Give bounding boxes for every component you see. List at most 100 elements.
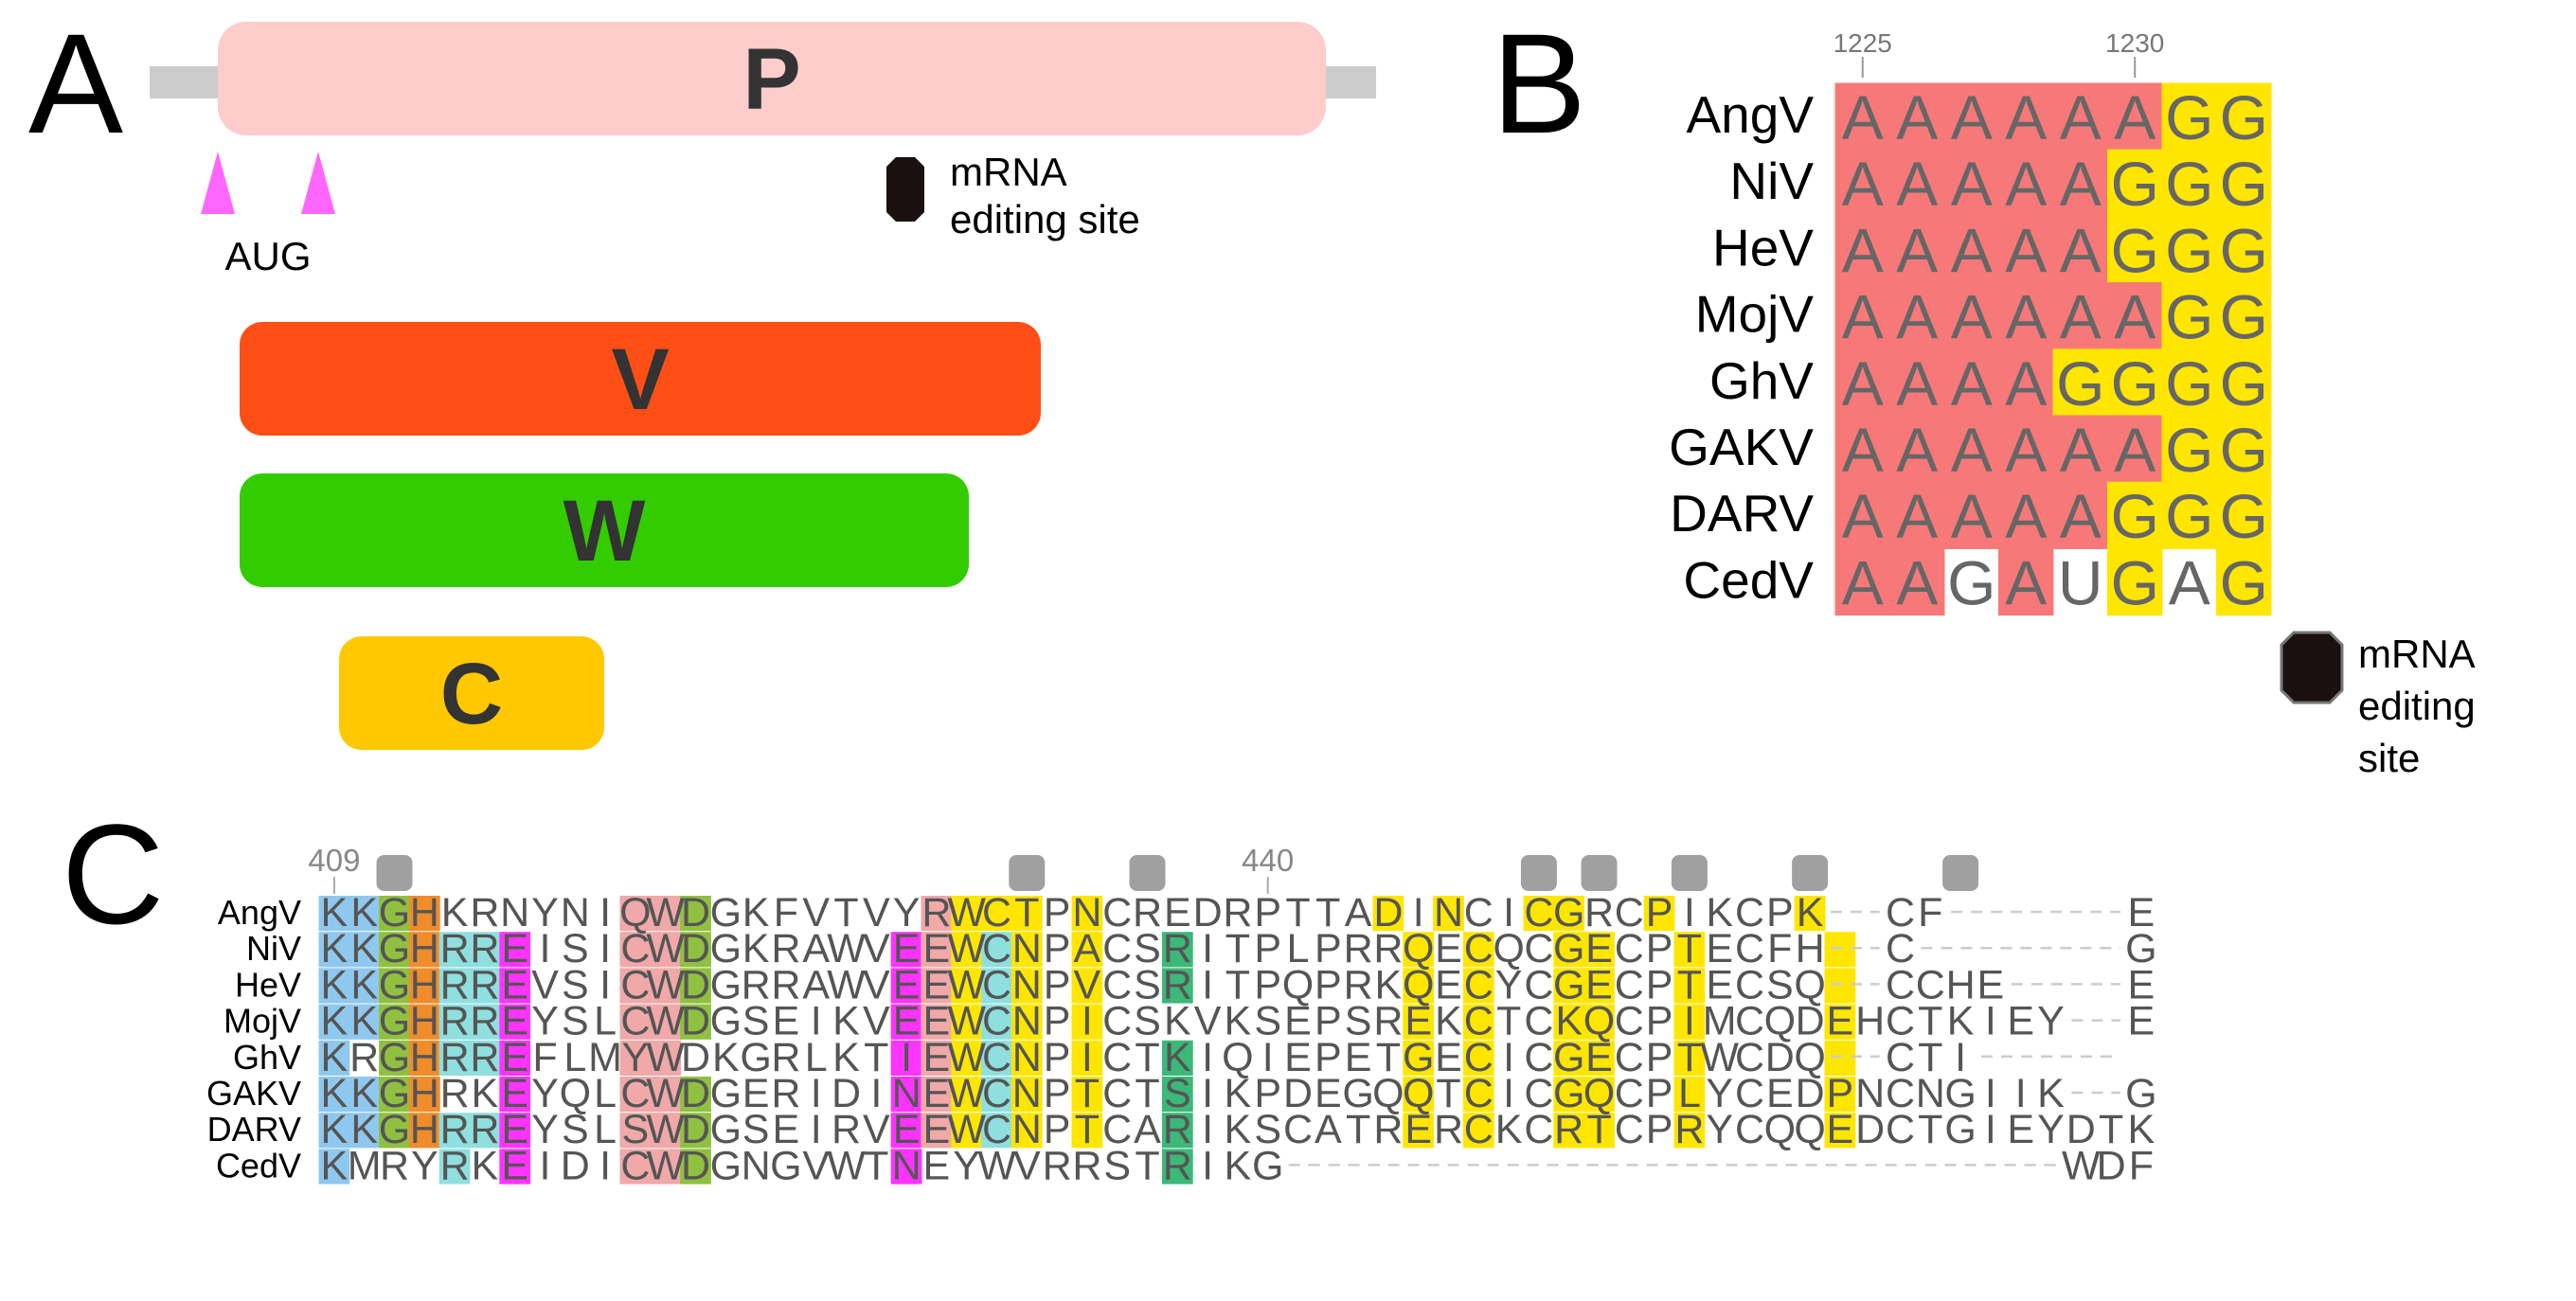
c-residue: R: [470, 890, 499, 936]
c-cell-highlight: [1071, 932, 1103, 968]
b-nucleotide: A: [1842, 481, 1884, 551]
c-residue: G: [1553, 1071, 1584, 1116]
c-residue: Q: [1403, 926, 1434, 971]
b-nucleotide: A: [2060, 282, 2102, 352]
c-residue: R: [470, 962, 499, 1007]
b-row-name: CedV: [1683, 550, 1814, 609]
c-residue: R: [440, 1107, 470, 1152]
c-residue: S: [1345, 999, 1372, 1044]
b-nucleotide: A: [1842, 82, 1884, 152]
c-residue: C: [1886, 1035, 1915, 1080]
c-residue: K: [1225, 999, 1252, 1044]
b-cell-highlight: [2052, 215, 2108, 284]
c-cell-highlight: [650, 1149, 682, 1185]
c-residue: C: [1916, 962, 1945, 1007]
panel-b: B 1225 1230 AngV NiV HeV MojV GhV GAKV DARV CedV…: [1492, 4, 2476, 780]
c-residue: K: [321, 926, 349, 971]
c-residue: E: [501, 1107, 528, 1152]
c-residue: C: [1615, 926, 1644, 971]
c-residue: C: [1524, 1071, 1553, 1116]
b-nucleotide: G: [2111, 481, 2159, 551]
c-residue: Y: [622, 1035, 650, 1080]
c-residue: W: [646, 962, 685, 1007]
c-cell-highlight: [1403, 1077, 1435, 1113]
c-residue: P: [1315, 962, 1342, 1007]
c-residue: D: [832, 1071, 861, 1116]
b-cell-highlight: [2161, 149, 2217, 217]
c-cell-highlight: [921, 968, 953, 1004]
c-residue: D: [1373, 890, 1403, 936]
c-residue: Q: [560, 1071, 591, 1116]
c-residue: C: [1735, 926, 1764, 971]
c-residue: Q: [1583, 999, 1615, 1044]
c-residue: L: [1678, 1071, 1701, 1116]
c-residue: K: [321, 1107, 349, 1152]
c-residue: I: [1202, 1035, 1213, 1080]
c-cell-highlight: [650, 896, 682, 932]
c-residue: C: [620, 999, 650, 1044]
c-residue: T: [2099, 1107, 2123, 1152]
c-cell-highlight: [1523, 896, 1555, 932]
c-residue: G: [710, 890, 742, 936]
c-residue: Q: [619, 890, 651, 936]
b-cell-highlight: [1998, 547, 2054, 616]
c-cell-highlight: [921, 932, 953, 968]
c-residue: E: [893, 962, 921, 1007]
c-residue: P: [1827, 1071, 1854, 1116]
c-residue: S: [1134, 926, 1161, 971]
b-nucleotide: G: [2165, 82, 2213, 152]
c-residue: P: [1646, 1035, 1673, 1080]
b-nucleotide: A: [1896, 547, 1938, 617]
c-residue: K: [742, 890, 770, 936]
c-residue: Q: [1794, 1107, 1825, 1152]
c-residue: N: [1072, 890, 1101, 936]
b-nucleotide: A: [2060, 415, 2102, 485]
c-cell-highlight: [1824, 968, 1856, 1004]
b-nucleotide: G: [2220, 282, 2268, 352]
c-residue: R: [1584, 890, 1614, 936]
c-residue: C: [982, 890, 1011, 936]
c-residue: P: [1044, 999, 1071, 1044]
b-cell-highlight: [2216, 82, 2272, 151]
c-residue: C: [1102, 999, 1132, 1044]
c-cell-highlight: [1824, 1040, 1856, 1076]
c-residue: T: [864, 1035, 888, 1080]
c-residue: C: [1102, 1071, 1132, 1116]
c-residue: N: [1012, 962, 1042, 1007]
c-residue: E: [773, 1107, 800, 1152]
c-residue: T: [1376, 1035, 1401, 1080]
c-residue: K: [350, 890, 378, 936]
c-residue: V: [863, 1107, 890, 1152]
b-nucleotide: G: [2165, 149, 2213, 219]
c-residue: V: [863, 999, 890, 1044]
c-cell-highlight: [650, 932, 682, 968]
c-residue: N: [1012, 1035, 1042, 1080]
b-nucleotide: A: [1896, 215, 1938, 285]
c-residue: C: [620, 962, 650, 1007]
c-residue: W: [827, 1143, 866, 1188]
c-residue: I: [599, 926, 611, 971]
b-nucleotide: A: [1842, 149, 1884, 219]
c-residue: D: [681, 890, 710, 936]
c-residue: E: [1827, 1107, 1854, 1152]
b-position-label: 1225: [1834, 28, 1892, 58]
c-residue: I: [811, 1107, 822, 1152]
b-nucleotide: A: [1842, 215, 1884, 285]
aug-label: AUG: [224, 234, 311, 278]
c-residue: R: [742, 962, 771, 1007]
c-residue: T: [1135, 1035, 1159, 1080]
c-cell-highlight: [1161, 1149, 1193, 1185]
c-residue: E: [923, 1035, 951, 1080]
c-cell-highlight: [650, 1077, 682, 1113]
c-cell-highlight: [349, 1004, 381, 1040]
c-residue: L: [594, 1107, 617, 1152]
b-cell-highlight: [1998, 82, 2054, 151]
c-conserved-marker: [1129, 855, 1166, 891]
c-residue: C: [1886, 926, 1915, 971]
c-residue: R: [380, 1143, 409, 1188]
c-residue: S: [562, 926, 589, 971]
c-residue: I: [599, 1143, 611, 1188]
c-residue: Q: [1493, 926, 1524, 971]
c-residue: C: [1886, 890, 1915, 936]
c-residue: K: [321, 1035, 349, 1080]
